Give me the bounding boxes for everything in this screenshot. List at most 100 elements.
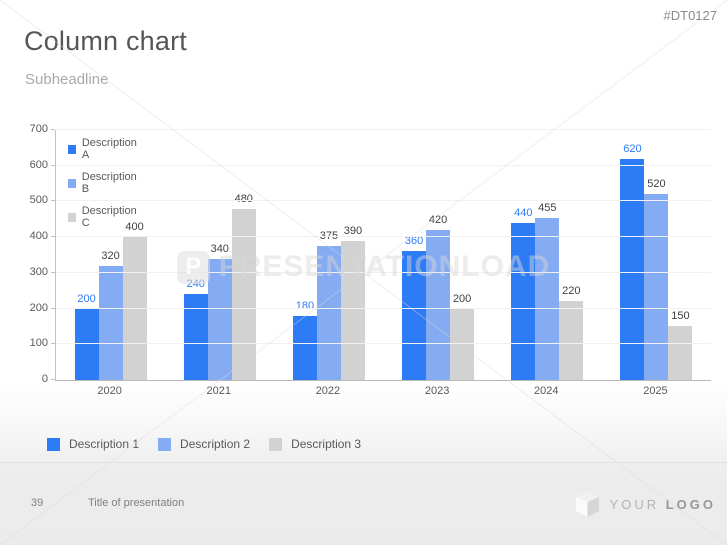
gridline: [56, 200, 711, 202]
gridline: [56, 307, 711, 309]
x-tick-label: 2023: [424, 385, 450, 397]
y-axis: 0 100 200 300 400 500 600 700: [5, 123, 48, 385]
legend-swatch: [47, 437, 60, 451]
y-tick-label: 0: [41, 373, 48, 385]
bar-value-label: 390: [343, 224, 363, 237]
bar-value-label: 480: [234, 192, 253, 205]
y-tick: [51, 271, 55, 273]
legend-swatch: [68, 144, 76, 154]
bar: 240: [183, 278, 208, 380]
legend-item: Description B: [68, 171, 138, 195]
y-tick: [51, 129, 55, 130]
bar: 220: [559, 285, 584, 380]
bar: 520: [644, 178, 669, 380]
page-title: Column chart: [24, 26, 187, 56]
plot-area: 200 320 400 240 340 480 180 375 390 360 420 200 440 4…: [51, 129, 711, 381]
chart-legend: Description A Description B Description C: [68, 137, 138, 229]
bottom-legend: Description 1 Description 2 Description 3: [47, 437, 361, 451]
bar-value-label: 200: [452, 292, 472, 305]
y-tick: [51, 343, 55, 345]
page-number: 39: [31, 497, 44, 509]
y-tick-label: 300: [29, 265, 48, 278]
y-tick: [51, 307, 55, 309]
legend-label: Description A: [81, 137, 137, 161]
bar-value-label: 150: [671, 310, 690, 323]
bar: 440: [511, 207, 536, 380]
x-tick-label: 2024: [534, 385, 559, 397]
bar-value-label: 455: [538, 201, 557, 214]
bar-value-label: 180: [295, 299, 315, 312]
bar: 420: [426, 214, 451, 380]
bar-value-label: 420: [428, 214, 448, 226]
cube-logo-icon: [575, 492, 599, 517]
bar-value-label: 320: [101, 249, 120, 262]
y-tick-label: 200: [29, 301, 48, 314]
x-tick-label: 2020: [97, 385, 122, 397]
bar-value-label: 220: [562, 285, 581, 298]
bar-group: 440 455 220: [493, 130, 602, 380]
bar: 620: [620, 143, 645, 380]
y-tick-label: 500: [29, 194, 48, 207]
legend-swatch: [68, 178, 76, 188]
logo-word-light: YOUR: [609, 497, 660, 512]
bar: 150: [668, 310, 693, 380]
legend-swatch: [158, 437, 172, 451]
bar-value-label: 520: [647, 178, 666, 191]
y-tick-label: 600: [29, 158, 48, 171]
template-code: #DT0127: [663, 8, 717, 23]
legend-label: Description 2: [180, 437, 251, 451]
bar: 400: [122, 221, 147, 380]
y-tick: [51, 164, 55, 166]
presentation-title: Title of presentation: [88, 497, 185, 509]
bar: 375: [316, 230, 341, 380]
y-tick: [51, 200, 55, 202]
logo-word-bold: LOGO: [665, 497, 716, 512]
y-tick-label: 400: [29, 230, 48, 243]
legend-label: Description 1: [69, 437, 140, 451]
bar-value-label: 200: [77, 292, 96, 305]
y-tick-label: 700: [29, 123, 48, 135]
gridline: [56, 271, 711, 273]
logo-text: YOUR LOGO: [610, 497, 716, 512]
bar-group: 180 375 390: [274, 130, 383, 380]
gridline: [56, 343, 711, 345]
bar-value-label: 375: [319, 230, 339, 243]
bar-group: 360 420 200: [384, 130, 493, 380]
bar: 455: [535, 202, 560, 380]
bar-value-label: 340: [210, 242, 229, 255]
legend-item: Description 3: [269, 437, 361, 451]
gridline: [56, 236, 711, 238]
your-logo: YOUR LOGO: [575, 491, 716, 518]
legend-item: Description C: [68, 205, 138, 229]
bar-value-label: 240: [186, 278, 205, 291]
legend-label: Description B: [81, 171, 137, 195]
bar-value-label: 400: [125, 221, 144, 234]
bar: 340: [207, 243, 232, 380]
gridline: [56, 129, 711, 130]
x-tick-label: 2021: [206, 385, 231, 397]
y-tick-label: 100: [29, 337, 48, 350]
bar-value-label: 440: [514, 206, 533, 219]
bar-value-label: 620: [623, 142, 642, 155]
gridline: [56, 164, 711, 166]
bar-value-label: 360: [404, 235, 424, 248]
legend-item: Description A: [68, 137, 138, 161]
x-tick-label: 2025: [643, 385, 668, 397]
x-axis: 2020 2021 2022 2023 2024 2025: [55, 385, 710, 397]
y-tick: [51, 236, 55, 238]
legend-item: Description 2: [158, 437, 250, 451]
legend-swatch: [68, 212, 76, 222]
bar-group: 620 520 150: [602, 130, 711, 380]
legend-label: Description 3: [291, 437, 362, 451]
legend-label: Description C: [81, 205, 137, 229]
footer-divider: [0, 462, 727, 463]
y-tick: [51, 379, 55, 380]
bar: 360: [402, 235, 427, 380]
bar: 480: [231, 193, 256, 380]
legend-item: Description 1: [47, 437, 139, 451]
bar: 320: [98, 250, 123, 380]
bar: 390: [340, 225, 365, 380]
legend-swatch: [269, 437, 283, 451]
bar: 180: [292, 300, 317, 380]
